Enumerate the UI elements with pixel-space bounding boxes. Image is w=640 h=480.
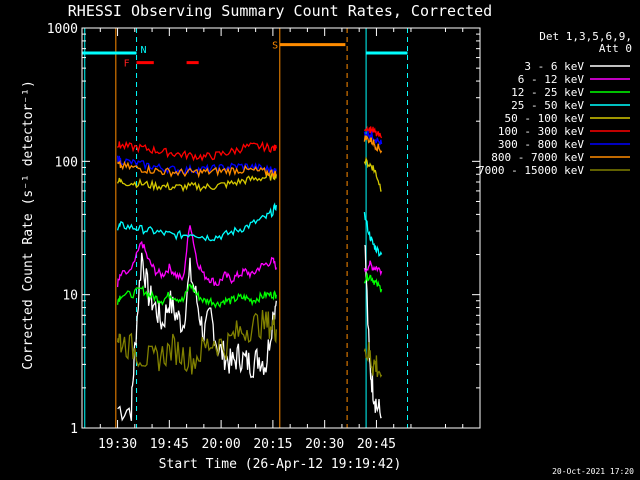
y-axis-label: Corrected Count Rate (s⁻¹ detector⁻¹)	[21, 80, 36, 370]
y-tick-label-3: 1000	[47, 22, 78, 37]
x-tick-label-4: 20:30	[305, 437, 344, 452]
x-tick-label-0: 19:30	[98, 437, 137, 452]
series-line-1-0	[116, 225, 277, 288]
series-line-2-0	[116, 283, 277, 309]
y-axis: 1 10 100 1000	[47, 22, 480, 437]
x-axis: 19:30 19:45 20:00 20:15 20:30 20:45	[98, 28, 464, 452]
legend-header-0: Det 1,3,5,6,9,	[539, 30, 632, 43]
series-line-0-1	[364, 244, 382, 419]
legend-label-7: 800 - 7000 keV	[491, 151, 584, 164]
chart-title: RHESSI Observing Summary Count Rates, Co…	[68, 2, 492, 20]
series-line-5-0	[117, 140, 277, 162]
series-line-4-1	[363, 156, 382, 192]
legend-label-5: 100 - 300 keV	[498, 125, 584, 138]
legend-label-1: 6 - 12 keV	[518, 73, 585, 86]
series-line-2-1	[363, 273, 383, 293]
plot-area: NF S	[82, 28, 409, 428]
series-line-8-0	[116, 309, 277, 375]
legend-label-2: 12 - 25 keV	[511, 86, 584, 99]
series-line-7-1	[363, 134, 383, 154]
series-line-6-1	[363, 130, 383, 146]
x-tick-label-5: 20:45	[357, 437, 396, 452]
plot-frame	[81, 27, 481, 429]
legend-label-0: 3 - 6 keV	[524, 60, 584, 73]
series-line-8-1	[363, 342, 383, 378]
x-tick-label-2: 20:00	[202, 437, 241, 452]
x-tick-label-1: 19:45	[150, 437, 189, 452]
x-axis-label: Start Time (26-Apr-12 19:19:42)	[159, 457, 402, 472]
x-tick-label-3: 20:15	[253, 437, 292, 452]
series-line-3-0	[116, 202, 277, 242]
marker-f: F	[124, 59, 130, 70]
series-line-4-0	[116, 171, 277, 193]
series-line-7-0	[117, 160, 277, 179]
legend-header-1: Att 0	[599, 42, 632, 55]
legend-label-6: 300 - 800 keV	[498, 138, 584, 151]
y-tick-label-0: 1	[70, 422, 78, 437]
footer-date: 20-Oct-2021 17:20	[552, 467, 634, 476]
series-line-0-0	[117, 252, 277, 422]
series-line-3-1	[363, 212, 383, 257]
marker-s: S	[272, 41, 278, 52]
legend-label-3: 25 - 50 keV	[511, 99, 584, 112]
legend-label-8: 7000 - 15000 keV	[478, 164, 584, 177]
y-tick-label-1: 10	[62, 289, 78, 304]
marker-n: N	[141, 45, 147, 56]
y-tick-label-2: 100	[55, 155, 78, 170]
series-line-1-1	[363, 260, 383, 277]
legend-label-4: 50 - 100 keV	[505, 112, 585, 125]
